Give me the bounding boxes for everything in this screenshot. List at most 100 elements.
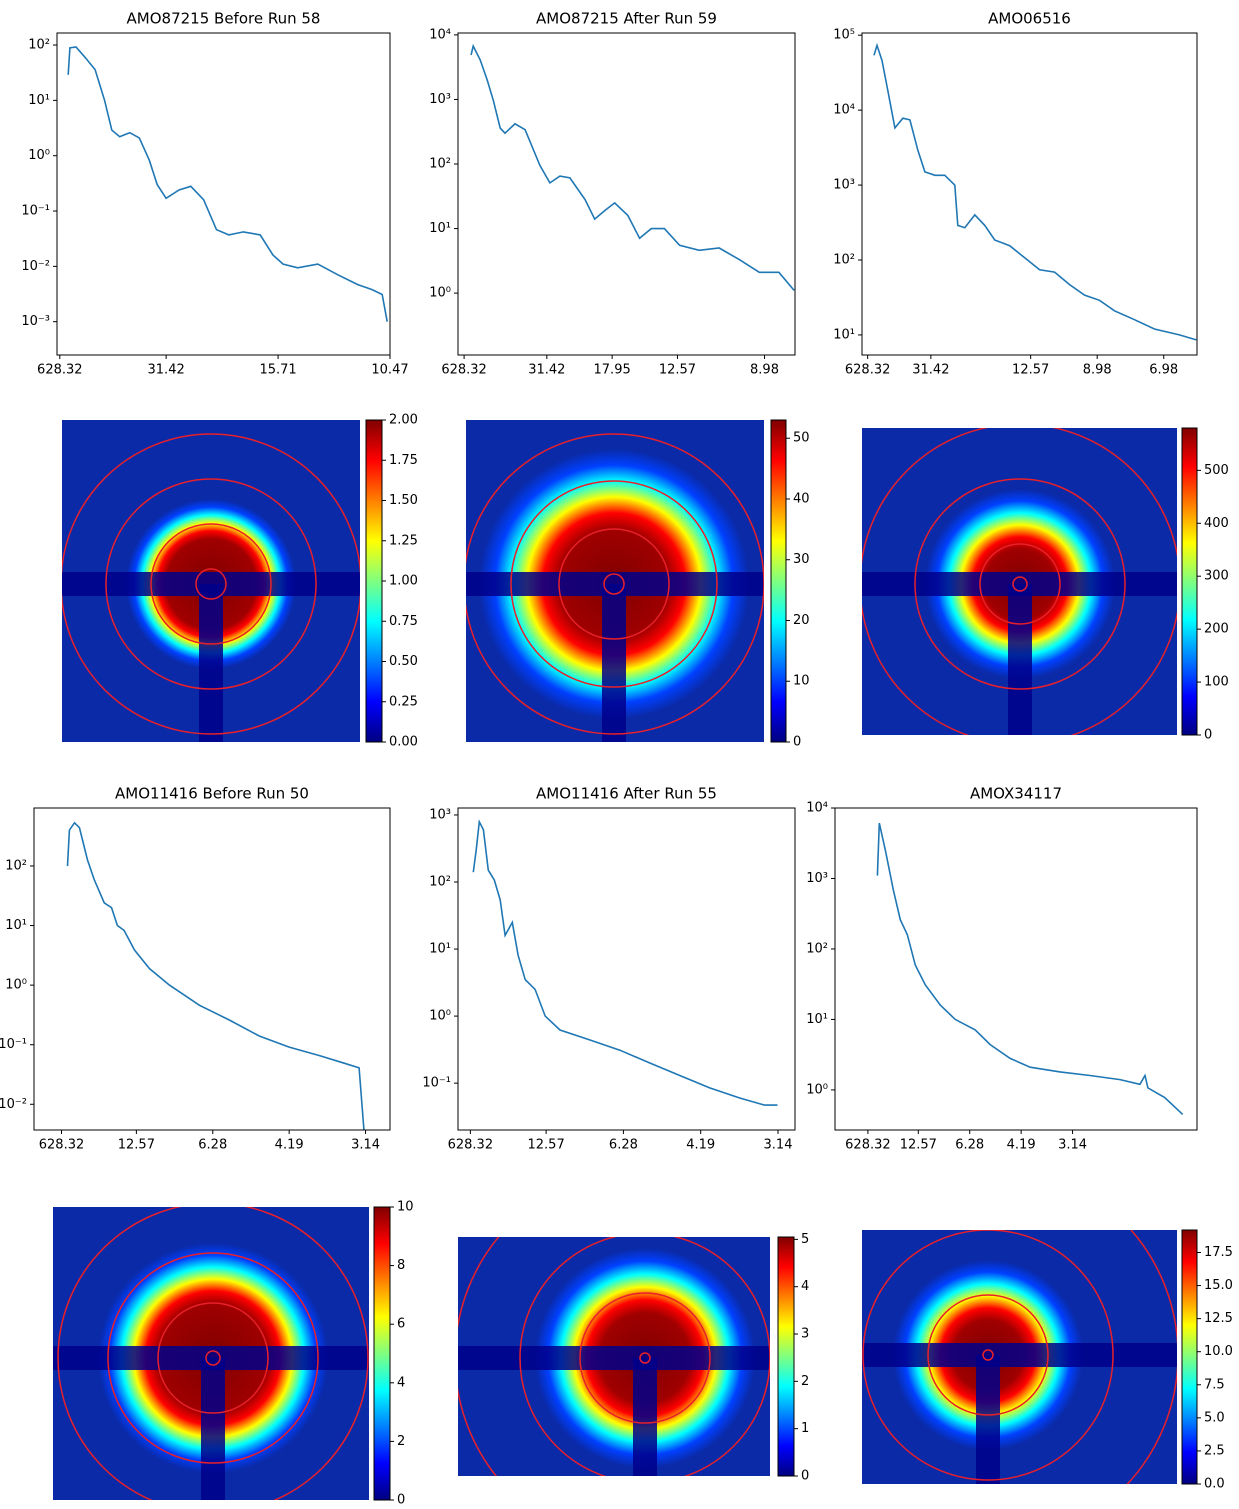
colorbar-tick-label: 7.5	[1204, 1377, 1225, 1392]
resolution-ring	[105, 478, 317, 690]
x-tick-label: 12.57	[900, 1138, 937, 1153]
resolution-ring	[62, 433, 360, 735]
colorbar-tick-label: 1.75	[389, 453, 418, 468]
colorbar-tick-label: 12.5	[1204, 1311, 1233, 1326]
detector-image	[458, 1237, 770, 1476]
beam-block-v	[1008, 584, 1032, 735]
y-tick-label: 10⁻³	[21, 314, 50, 329]
x-tick-label: 4.19	[275, 1138, 304, 1153]
resolution-ring	[205, 1350, 221, 1366]
colorbar-tick-label: 10	[793, 674, 810, 689]
data-line	[873, 42, 1197, 341]
axes-frame	[33, 807, 391, 1131]
resolution-ring	[558, 528, 670, 640]
colorbar-tick-label: 1.50	[389, 493, 418, 508]
colorbar-tick-label: 1.25	[389, 533, 418, 548]
chart-title: AMOX34117	[970, 785, 1062, 803]
beam-block-v	[633, 1358, 657, 1476]
y-tick-label: 10³	[806, 871, 828, 886]
colorbar-tick-label: 0.25	[389, 694, 418, 709]
x-tick-label: 628.32	[845, 1138, 891, 1153]
x-tick-label: 31.42	[912, 363, 949, 378]
colorbar-tick-label: 10.0	[1204, 1344, 1233, 1359]
detector-image	[53, 1207, 369, 1500]
x-tick-label: 628.32	[448, 1138, 494, 1153]
resolution-ring	[914, 478, 1126, 690]
x-tick-label: 3.14	[351, 1138, 380, 1153]
colorbar-tick-label: 0.50	[389, 654, 418, 669]
x-tick-label: 6.98	[1149, 363, 1178, 378]
resolution-ring	[639, 1352, 651, 1364]
axes-frame	[56, 32, 391, 356]
y-tick-label: 10¹	[429, 942, 451, 957]
y-tick-label: 10²	[833, 253, 855, 268]
colorbar-tick-label: 3	[801, 1327, 809, 1342]
y-tick-label: 10¹	[833, 327, 855, 342]
y-tick-label: 10¹	[429, 221, 451, 236]
colorbar-tick-label: 8	[397, 1258, 405, 1273]
y-tick-label: 10²	[28, 38, 50, 53]
colorbar-tick-label: 0.0	[1204, 1477, 1225, 1492]
y-tick-label: 10¹	[5, 918, 27, 933]
x-tick-label: 6.28	[609, 1138, 638, 1153]
x-tick-label: 4.19	[1007, 1138, 1036, 1153]
x-tick-label: 12.57	[118, 1138, 155, 1153]
x-tick-label: 3.14	[764, 1138, 793, 1153]
resolution-ring	[107, 1252, 319, 1464]
resolution-ring	[157, 1302, 269, 1414]
y-tick-label: 10⁻¹	[21, 204, 50, 219]
resolution-ring	[519, 1237, 770, 1476]
colorbar-tick-label: 500	[1204, 463, 1229, 478]
resolution-ring	[57, 1207, 369, 1500]
colorbar-tick-label: 2	[397, 1434, 405, 1449]
colorbar-tick-label: 10	[397, 1200, 414, 1215]
colorbar-tick-label: 1	[801, 1421, 809, 1436]
colorbar	[777, 1236, 795, 1477]
colorbar-tick-label: 17.5	[1204, 1245, 1233, 1260]
data-line	[472, 819, 778, 1106]
y-tick-label: 10²	[806, 941, 828, 956]
y-tick-label: 10⁻¹	[0, 1037, 27, 1052]
x-tick-label: 15.71	[259, 363, 296, 378]
colorbar-tick-label: 300	[1204, 569, 1229, 584]
detector-image	[862, 428, 1177, 735]
resolution-ring	[579, 1292, 711, 1424]
colorbar-tick-label: 0	[801, 1469, 809, 1484]
beam-block-h	[458, 1346, 770, 1370]
beam-block-v	[199, 584, 223, 742]
x-tick-label: 4.19	[686, 1138, 715, 1153]
colorbar-tick-label: 0.00	[389, 735, 418, 750]
colorbar-tick-label: 5.0	[1204, 1410, 1225, 1425]
colorbar-tick-label: 20	[793, 613, 810, 628]
resolution-ring	[603, 573, 625, 595]
colorbar-tick-label: 30	[793, 552, 810, 567]
axes-frame	[861, 32, 1198, 356]
y-tick-label: 10⁻²	[21, 259, 50, 274]
colorbar	[1181, 427, 1198, 736]
y-tick-label: 10³	[833, 178, 855, 193]
resolution-ring	[982, 1349, 994, 1361]
detector-image	[466, 420, 764, 742]
colorbar-tick-label: 15.0	[1204, 1278, 1233, 1293]
resolution-ring	[195, 568, 227, 600]
chart-title: AMO11416 After Run 55	[536, 785, 717, 803]
resolution-ring	[150, 523, 272, 645]
chart-title: AMO11416 Before Run 50	[115, 785, 309, 803]
x-tick-label: 628.32	[37, 363, 83, 378]
y-tick-label: 10¹	[28, 93, 50, 108]
x-tick-label: 6.28	[955, 1138, 984, 1153]
x-tick-label: 17.95	[594, 363, 631, 378]
colorbar-tick-label: 1.00	[389, 574, 418, 589]
x-tick-label: 31.42	[148, 363, 185, 378]
y-tick-label: 10⁰	[806, 1082, 828, 1097]
x-tick-label: 10.47	[371, 363, 408, 378]
resolution-ring	[1012, 576, 1028, 592]
colorbar-tick-label: 50	[793, 431, 810, 446]
chart-title: AMO87215 Before Run 58	[127, 10, 321, 28]
resolution-ring	[510, 480, 718, 688]
detector-image	[62, 420, 360, 742]
colorbar-tick-label: 0.75	[389, 614, 418, 629]
y-tick-label: 10⁰	[28, 148, 50, 163]
y-tick-label: 10⁻¹	[422, 1076, 451, 1091]
y-tick-label: 10¹	[806, 1012, 828, 1027]
